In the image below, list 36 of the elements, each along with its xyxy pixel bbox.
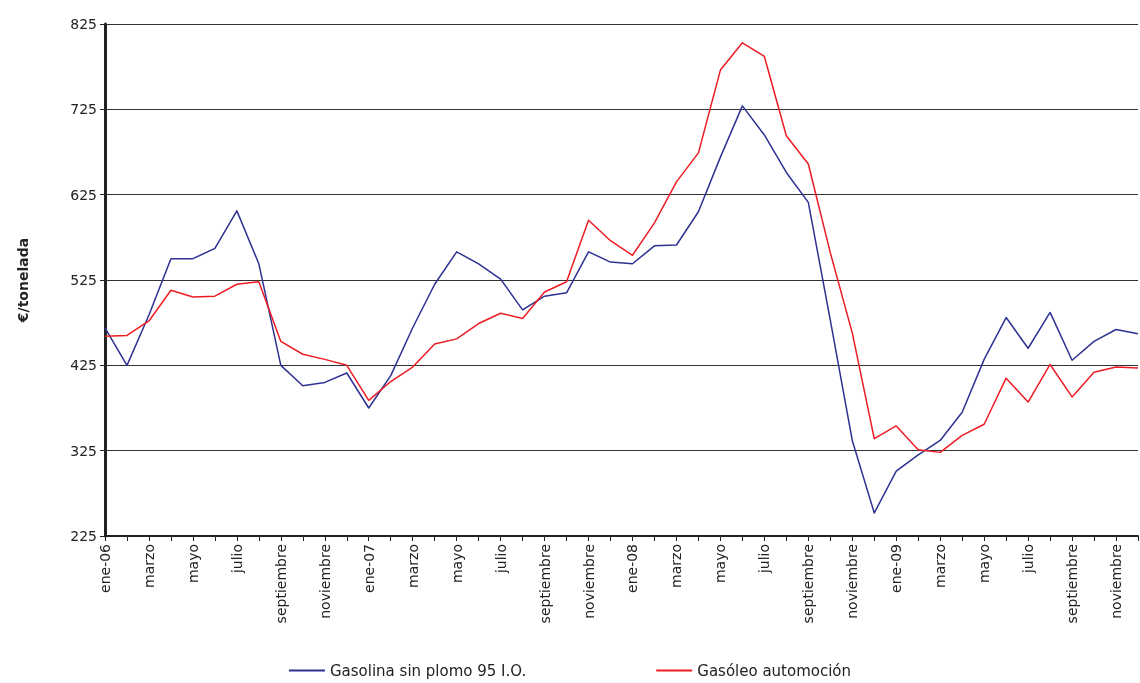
y-tick-label: 825 xyxy=(70,16,97,32)
x-tick-label: septiembre xyxy=(536,544,553,624)
x-tick-label: mayo xyxy=(712,544,729,584)
x-tick-label: mayo xyxy=(976,544,993,584)
x-tick-label: marzo xyxy=(140,544,157,588)
x-tick-label: ene-07 xyxy=(360,544,377,593)
x-tick-label: ene-08 xyxy=(624,544,641,593)
y-tick-label: 525 xyxy=(70,272,97,288)
x-tick-label: mayo xyxy=(184,544,201,584)
x-tick-label: noviembre xyxy=(1108,544,1125,619)
x-tick-label: marzo xyxy=(404,544,421,588)
x-tick-label: noviembre xyxy=(844,544,861,619)
y-tick-label: 325 xyxy=(70,442,97,459)
x-tick-label: ene-06 xyxy=(97,543,113,593)
x-tick-label: septiembre xyxy=(1064,544,1081,624)
y-axis-title: €/tonelada xyxy=(15,237,31,324)
x-tick-label: marzo xyxy=(668,544,685,588)
legend-label: Gasóleo automoción xyxy=(697,661,852,680)
x-tick-label: julio xyxy=(492,544,509,575)
x-tick-label: mayo xyxy=(448,544,465,584)
line-series xyxy=(104,42,1139,454)
x-tick-label: ene-09 xyxy=(888,544,905,593)
x-tick-label: julio xyxy=(1020,544,1037,575)
x-tick-label: julio xyxy=(228,544,245,575)
x-tick-label: julio xyxy=(756,544,773,575)
y-tick-label: 425 xyxy=(70,357,97,374)
x-tick-label: marzo xyxy=(932,544,949,588)
legend-label: Gasolina sin plomo 95 I.O. xyxy=(329,661,527,680)
x-tick-label: noviembre xyxy=(580,544,597,619)
x-tick-label: septiembre xyxy=(800,544,817,624)
y-tick-label: 225 xyxy=(70,528,97,544)
x-tick-label: septiembre xyxy=(272,544,289,624)
y-tick-label: 625 xyxy=(70,186,97,203)
y-tick-label: 725 xyxy=(70,101,97,118)
x-tick-label: noviembre xyxy=(316,544,333,619)
line-series xyxy=(104,105,1139,514)
